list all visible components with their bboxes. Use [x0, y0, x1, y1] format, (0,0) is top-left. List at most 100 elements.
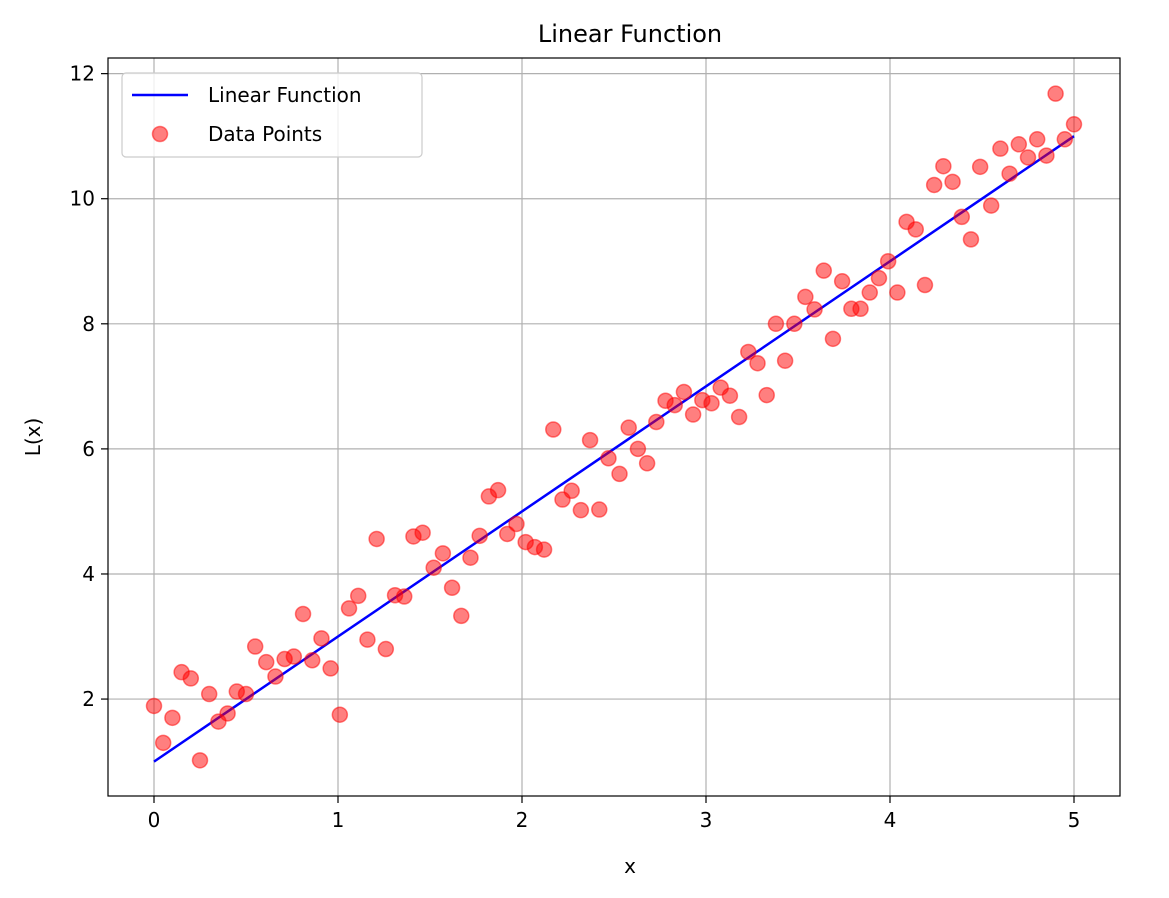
data-point — [776, 352, 794, 369]
data-point — [200, 685, 218, 703]
legend-label-data-points: Data Points — [208, 122, 322, 146]
data-point — [1056, 131, 1074, 148]
data-point — [675, 383, 693, 401]
data-point — [1019, 149, 1037, 166]
x-tick-label: 1 — [332, 808, 345, 832]
data-point — [368, 530, 385, 548]
data-point — [740, 343, 757, 361]
data-point — [767, 315, 785, 333]
data-point — [489, 481, 507, 499]
data-point — [471, 527, 488, 545]
data-point — [806, 301, 823, 318]
legend-label-linear-function: Linear Function — [208, 83, 362, 107]
x-tick-label: 4 — [884, 808, 897, 832]
data-point — [591, 501, 608, 518]
data-point — [322, 660, 339, 677]
data-point — [953, 208, 971, 226]
data-point — [581, 431, 599, 449]
y-tick-label: 4 — [82, 562, 95, 586]
data-point — [749, 354, 766, 372]
data-point — [1038, 147, 1055, 164]
data-point — [730, 408, 748, 426]
y-tick-label: 6 — [82, 437, 95, 461]
data-point — [879, 253, 897, 270]
data-point — [824, 330, 842, 348]
data-point — [164, 709, 181, 727]
y-axis-label: L(x) — [21, 418, 45, 457]
data-point — [1028, 131, 1046, 148]
data-point — [648, 413, 665, 431]
data-point — [246, 638, 264, 655]
legend-box — [121, 72, 423, 158]
data-point — [852, 300, 869, 318]
y-tick-label: 12 — [70, 62, 95, 86]
data-point — [414, 524, 431, 541]
data-point — [1065, 116, 1083, 133]
data-point — [434, 545, 452, 562]
x-tick-label: 2 — [516, 808, 529, 832]
data-point — [611, 465, 628, 483]
plot-area — [145, 85, 1083, 769]
axes-frame — [107, 57, 1121, 797]
data-point — [815, 262, 833, 279]
data-point — [1010, 136, 1028, 153]
data-point — [944, 173, 961, 191]
data-point — [313, 630, 330, 647]
data-point — [349, 587, 367, 605]
data-point — [359, 631, 376, 648]
data-point — [508, 515, 525, 533]
data-point — [395, 588, 413, 605]
data-point — [145, 697, 163, 715]
data-point — [443, 579, 461, 596]
x-tick-label: 0 — [148, 808, 161, 832]
y-tick-label: 8 — [82, 312, 95, 336]
x-tick-label: 3 — [700, 808, 713, 832]
chart-title: Linear Function — [538, 20, 722, 48]
data-point — [182, 670, 200, 687]
data-point — [629, 440, 647, 458]
data-point — [285, 648, 303, 665]
x-tick-label: 5 — [1068, 808, 1081, 832]
data-point — [861, 284, 879, 301]
data-point — [889, 284, 906, 301]
data-point — [499, 525, 516, 543]
legend: Linear Function Data Points — [121, 72, 423, 158]
data-point — [982, 197, 1000, 214]
data-point — [462, 549, 479, 566]
data-point — [1001, 165, 1018, 182]
data-point — [620, 419, 637, 436]
data-point — [797, 288, 814, 306]
data-point — [721, 387, 739, 404]
data-point — [572, 501, 590, 519]
data-point — [703, 394, 720, 412]
data-point — [925, 176, 943, 194]
data-point — [303, 652, 321, 669]
data-point — [935, 157, 952, 175]
data-point — [453, 607, 470, 625]
y-tick-label: 10 — [70, 187, 95, 211]
data-point — [962, 231, 980, 248]
data-point — [907, 221, 925, 238]
data-point — [786, 315, 803, 333]
data-point — [545, 421, 562, 438]
data-point — [425, 559, 442, 576]
data-point — [267, 668, 284, 685]
data-point — [154, 734, 172, 752]
data-point — [666, 396, 683, 414]
data-point — [870, 269, 888, 287]
data-point — [294, 605, 312, 623]
data-point — [1047, 85, 1064, 102]
data-point — [600, 450, 617, 467]
data-point — [563, 482, 580, 500]
data-point — [331, 706, 349, 723]
grid — [108, 58, 1120, 796]
data-point — [237, 685, 255, 703]
data-point — [833, 273, 851, 290]
data-point — [992, 140, 1009, 157]
data-point — [638, 455, 656, 472]
x-axis-label: x — [624, 854, 636, 878]
data-point — [535, 541, 553, 558]
data-point — [219, 705, 236, 722]
